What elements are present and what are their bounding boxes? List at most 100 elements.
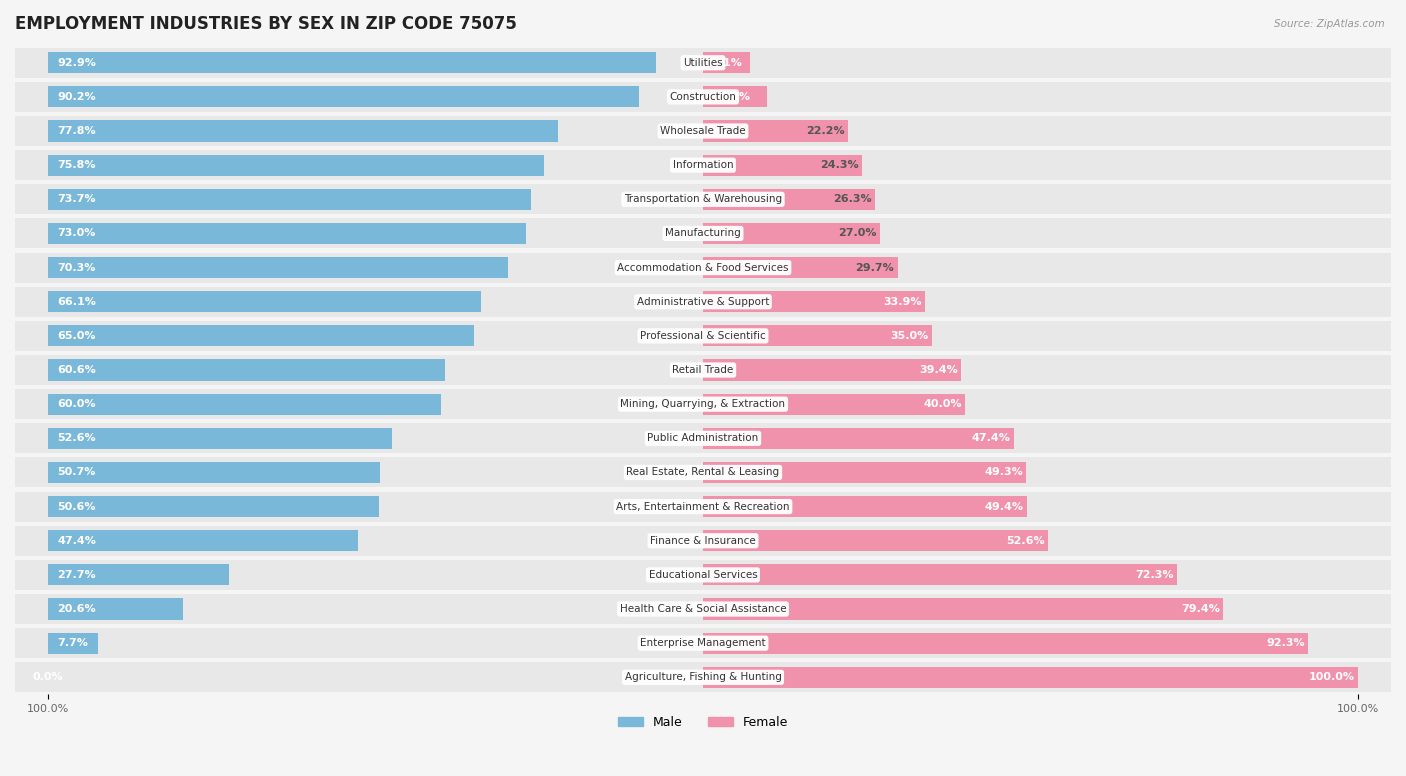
Text: Transportation & Warehousing: Transportation & Warehousing (624, 194, 782, 204)
Bar (15, 525, 1391, 556)
Bar (703, 120, 848, 141)
Text: Educational Services: Educational Services (648, 570, 758, 580)
Bar (15, 662, 1391, 692)
Bar (703, 291, 925, 312)
Text: Accommodation & Food Services: Accommodation & Food Services (617, 262, 789, 272)
Text: Utilities: Utilities (683, 57, 723, 68)
Bar (703, 223, 880, 244)
Text: 33.9%: 33.9% (883, 296, 922, 307)
Text: Enterprise Management: Enterprise Management (640, 638, 766, 648)
Bar (15, 355, 1391, 385)
Bar (703, 154, 862, 175)
Text: 47.4%: 47.4% (58, 535, 97, 546)
Text: Arts, Entertainment & Recreation: Arts, Entertainment & Recreation (616, 501, 790, 511)
Bar (703, 325, 932, 346)
Text: 73.0%: 73.0% (58, 228, 96, 238)
Bar (15, 320, 1391, 351)
Text: Mining, Quarrying, & Extraction: Mining, Quarrying, & Extraction (620, 399, 786, 409)
Bar (15, 491, 1391, 521)
Bar (48, 564, 229, 585)
Text: Wholesale Trade: Wholesale Trade (661, 126, 745, 136)
Bar (703, 86, 768, 107)
Text: 24.3%: 24.3% (820, 160, 859, 170)
Bar (48, 257, 509, 278)
Text: 50.7%: 50.7% (58, 467, 96, 477)
Bar (15, 559, 1391, 590)
Bar (48, 154, 544, 175)
Bar (703, 189, 876, 210)
Text: 75.8%: 75.8% (58, 160, 96, 170)
Bar (703, 667, 1358, 688)
Legend: Male, Female: Male, Female (613, 711, 793, 733)
Bar (15, 47, 1391, 78)
Bar (703, 496, 1026, 517)
Text: 20.6%: 20.6% (58, 604, 96, 614)
Text: 27.0%: 27.0% (838, 228, 876, 238)
Text: Real Estate, Rental & Leasing: Real Estate, Rental & Leasing (627, 467, 779, 477)
Bar (15, 184, 1391, 214)
Text: EMPLOYMENT INDUSTRIES BY SEX IN ZIP CODE 75075: EMPLOYMENT INDUSTRIES BY SEX IN ZIP CODE… (15, 15, 517, 33)
Bar (48, 428, 392, 449)
Bar (48, 223, 526, 244)
Bar (15, 457, 1391, 487)
Text: 60.0%: 60.0% (58, 399, 96, 409)
Bar (48, 291, 481, 312)
Text: 27.7%: 27.7% (58, 570, 96, 580)
Bar (48, 189, 530, 210)
Text: Manufacturing: Manufacturing (665, 228, 741, 238)
Text: 39.4%: 39.4% (920, 365, 957, 375)
Text: 73.7%: 73.7% (58, 194, 96, 204)
Text: 49.4%: 49.4% (984, 501, 1024, 511)
Bar (15, 389, 1391, 419)
Text: Professional & Scientific: Professional & Scientific (640, 331, 766, 341)
Bar (15, 81, 1391, 112)
Text: 92.3%: 92.3% (1265, 638, 1305, 648)
Bar (15, 252, 1391, 282)
Bar (703, 428, 1014, 449)
Text: 29.7%: 29.7% (856, 262, 894, 272)
Text: 77.8%: 77.8% (58, 126, 96, 136)
Bar (703, 632, 1308, 653)
Bar (48, 632, 98, 653)
Text: 92.9%: 92.9% (58, 57, 97, 68)
Text: 52.6%: 52.6% (1005, 535, 1045, 546)
Bar (703, 530, 1047, 551)
Bar (703, 564, 1177, 585)
Text: 0.0%: 0.0% (32, 672, 63, 682)
Bar (703, 462, 1026, 483)
Bar (48, 462, 380, 483)
Bar (48, 52, 657, 73)
Bar (15, 286, 1391, 317)
Text: Health Care & Social Assistance: Health Care & Social Assistance (620, 604, 786, 614)
Text: 60.6%: 60.6% (58, 365, 97, 375)
Text: 49.3%: 49.3% (984, 467, 1022, 477)
Text: Agriculture, Fishing & Hunting: Agriculture, Fishing & Hunting (624, 672, 782, 682)
Text: 9.8%: 9.8% (720, 92, 751, 102)
Text: 70.3%: 70.3% (58, 262, 96, 272)
Bar (703, 598, 1223, 619)
Text: 50.6%: 50.6% (58, 501, 96, 511)
Bar (15, 628, 1391, 658)
Text: 66.1%: 66.1% (58, 296, 97, 307)
Text: 40.0%: 40.0% (924, 399, 962, 409)
Text: Administrative & Support: Administrative & Support (637, 296, 769, 307)
Text: Construction: Construction (669, 92, 737, 102)
Bar (48, 598, 183, 619)
Text: 52.6%: 52.6% (58, 433, 96, 443)
Text: 100.0%: 100.0% (1309, 672, 1355, 682)
Text: 72.3%: 72.3% (1135, 570, 1174, 580)
Text: Information: Information (672, 160, 734, 170)
Text: 26.3%: 26.3% (834, 194, 872, 204)
Bar (15, 150, 1391, 180)
Bar (48, 393, 441, 414)
Text: Finance & Insurance: Finance & Insurance (650, 535, 756, 546)
Bar (15, 116, 1391, 146)
Bar (48, 86, 638, 107)
Bar (48, 325, 474, 346)
Text: 65.0%: 65.0% (58, 331, 96, 341)
Bar (48, 359, 444, 380)
Bar (15, 423, 1391, 453)
Text: 7.1%: 7.1% (711, 57, 742, 68)
Bar (703, 52, 749, 73)
Text: 79.4%: 79.4% (1181, 604, 1220, 614)
